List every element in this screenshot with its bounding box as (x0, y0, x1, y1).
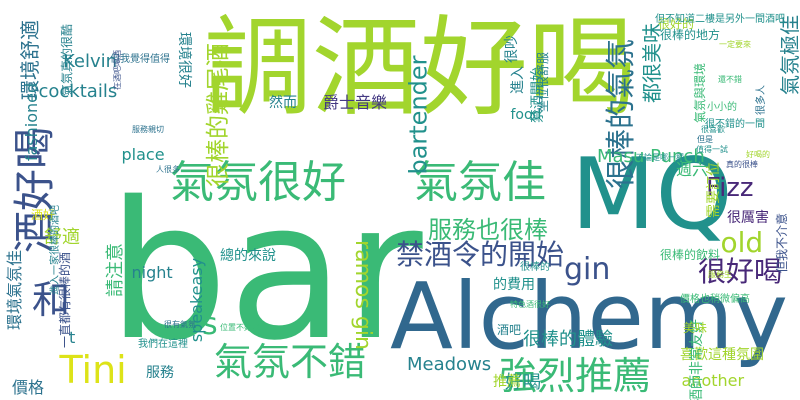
cloud-word: 很有氣氛 (164, 320, 196, 329)
cloud-word: 好喝 (505, 372, 541, 393)
cloud-word: 很好喝 (698, 255, 783, 288)
cloud-word: 進入一家很棒的酒吧 (50, 205, 61, 295)
cloud-word: 和 (32, 278, 71, 322)
cloud-word: 很厲害 (727, 210, 769, 226)
cloud-word: 在酒吧喝酒 (113, 50, 122, 90)
cloud-word: 服務也很棒 (428, 216, 548, 244)
cloud-word: 酒吧 (497, 323, 522, 337)
cloud-word: 然而 (269, 95, 297, 111)
cloud-word: 但我覺得值得 (110, 54, 170, 65)
cloud-word: 很棒的 (520, 262, 550, 273)
cloud-word: 總的來說 (220, 248, 276, 264)
cloud-word: MQ (571, 138, 733, 252)
cloud-word: 服務生 (708, 270, 732, 279)
cloud-word: place (121, 145, 165, 164)
cloud-word: 不論是哪一種 (636, 153, 684, 162)
cloud-word: 的費用 (493, 277, 535, 293)
cloud-word: 美味 (683, 321, 708, 335)
cloud-word: 但是 (697, 135, 713, 144)
cloud-word: 氣氛很好 (170, 157, 346, 208)
cloud-word: Alchemy (390, 263, 789, 370)
cloud-word: 值得一試 (696, 145, 728, 154)
cloud-word: 但不知道二樓是另外一間酒吧 (655, 14, 785, 25)
cloud-word: 還不錯 (718, 75, 742, 84)
cloud-word: 都很美味 (640, 23, 664, 103)
cloud-word: 強烈推薦 (499, 354, 652, 398)
cloud-word: night (131, 263, 173, 282)
cloud-word: 喜歡這種氛圍 (680, 347, 764, 363)
cloud-word: 小小的 (707, 102, 737, 113)
cloud-word: 舒適 (44, 227, 80, 248)
cloud-word: 需要訂位 (706, 162, 722, 218)
cloud-word: gin (564, 252, 611, 287)
cloud-word: Masu Punch (597, 146, 705, 167)
cloud-word: 進入 (510, 66, 526, 94)
cloud-word: 很棒的雞尾酒 (204, 43, 232, 187)
cloud-word: 環境氣氛佳 (5, 249, 25, 331)
cloud-word: 很多人 (756, 85, 767, 115)
cloud-word: 服務親切 (132, 125, 164, 134)
cloud-word: 特色酒很好 (510, 300, 550, 309)
cloud-word: 爵士音樂 (323, 93, 388, 112)
cloud-word: 酒好 (31, 208, 56, 222)
cloud-word: Kelvin (63, 51, 118, 72)
cloud-word: food (510, 107, 542, 123)
cloud-word: 一定要來 (719, 40, 751, 49)
cloud-word: 好喝的 (746, 150, 770, 159)
cloud-word: 人很多 (156, 165, 180, 174)
cloud-word: 很棒的體驗 (523, 329, 613, 350)
cloud-word: 很喜歡 (701, 125, 725, 134)
cloud-word: Tini (59, 348, 127, 392)
cloud-word: 位置不好找 (220, 323, 260, 332)
cloud-word: 很棒的飲料 (660, 248, 721, 262)
cloud-word: 推薦 (493, 374, 521, 390)
cloud-word: cocktails (38, 81, 118, 102)
cloud-word: 調酒好喝 (204, 6, 637, 131)
cloud-word: 氣氛真的很酷 (60, 23, 75, 97)
cloud-word: 價格 (12, 378, 45, 397)
cloud-word: 禁酒令的開始 (396, 238, 565, 271)
cloud-word: 坐位很舒服 (536, 51, 551, 113)
cloud-word: 很吵 (504, 35, 520, 63)
cloud-word: 很不錯的一間 (705, 119, 765, 130)
cloud-word: Fizz (706, 173, 754, 203)
cloud-word: speakeasy (187, 257, 207, 343)
cloud-word: ramos gin (349, 240, 375, 350)
cloud-word: 週六 (676, 160, 709, 179)
cloud-word: 價格也稍微偏高 (680, 294, 750, 305)
cloud-word: bartender (404, 55, 433, 175)
cloud-word: 環境很好 (176, 32, 192, 88)
cloud-word: Meadows (407, 354, 492, 375)
cloud-word: 氣氛極佳 (778, 15, 800, 95)
cloud-word: t (69, 328, 76, 347)
cloud-word: 氣氛與環境 (693, 62, 708, 124)
cloud-word: 很棒的地方 (660, 28, 721, 42)
cloud-word: fashioned (22, 82, 42, 162)
cloud-word: 請注意 (105, 243, 126, 297)
cloud-word: 但我不介意 (775, 212, 790, 274)
cloud-word: 我們在這裡 (138, 339, 188, 350)
cloud-word: bar (107, 161, 423, 382)
cloud-word: 很好的 (658, 17, 695, 31)
cloud-word: s (202, 307, 218, 342)
cloud-word: 真的很棒 (726, 160, 758, 169)
cloud-word: 氣氛佳 (414, 157, 546, 208)
cloud-word: 氣氛不錯 (214, 340, 367, 384)
cloud-word: 服務 (146, 365, 174, 381)
cloud-word: another (681, 371, 745, 390)
cloud-word: old (720, 226, 764, 259)
